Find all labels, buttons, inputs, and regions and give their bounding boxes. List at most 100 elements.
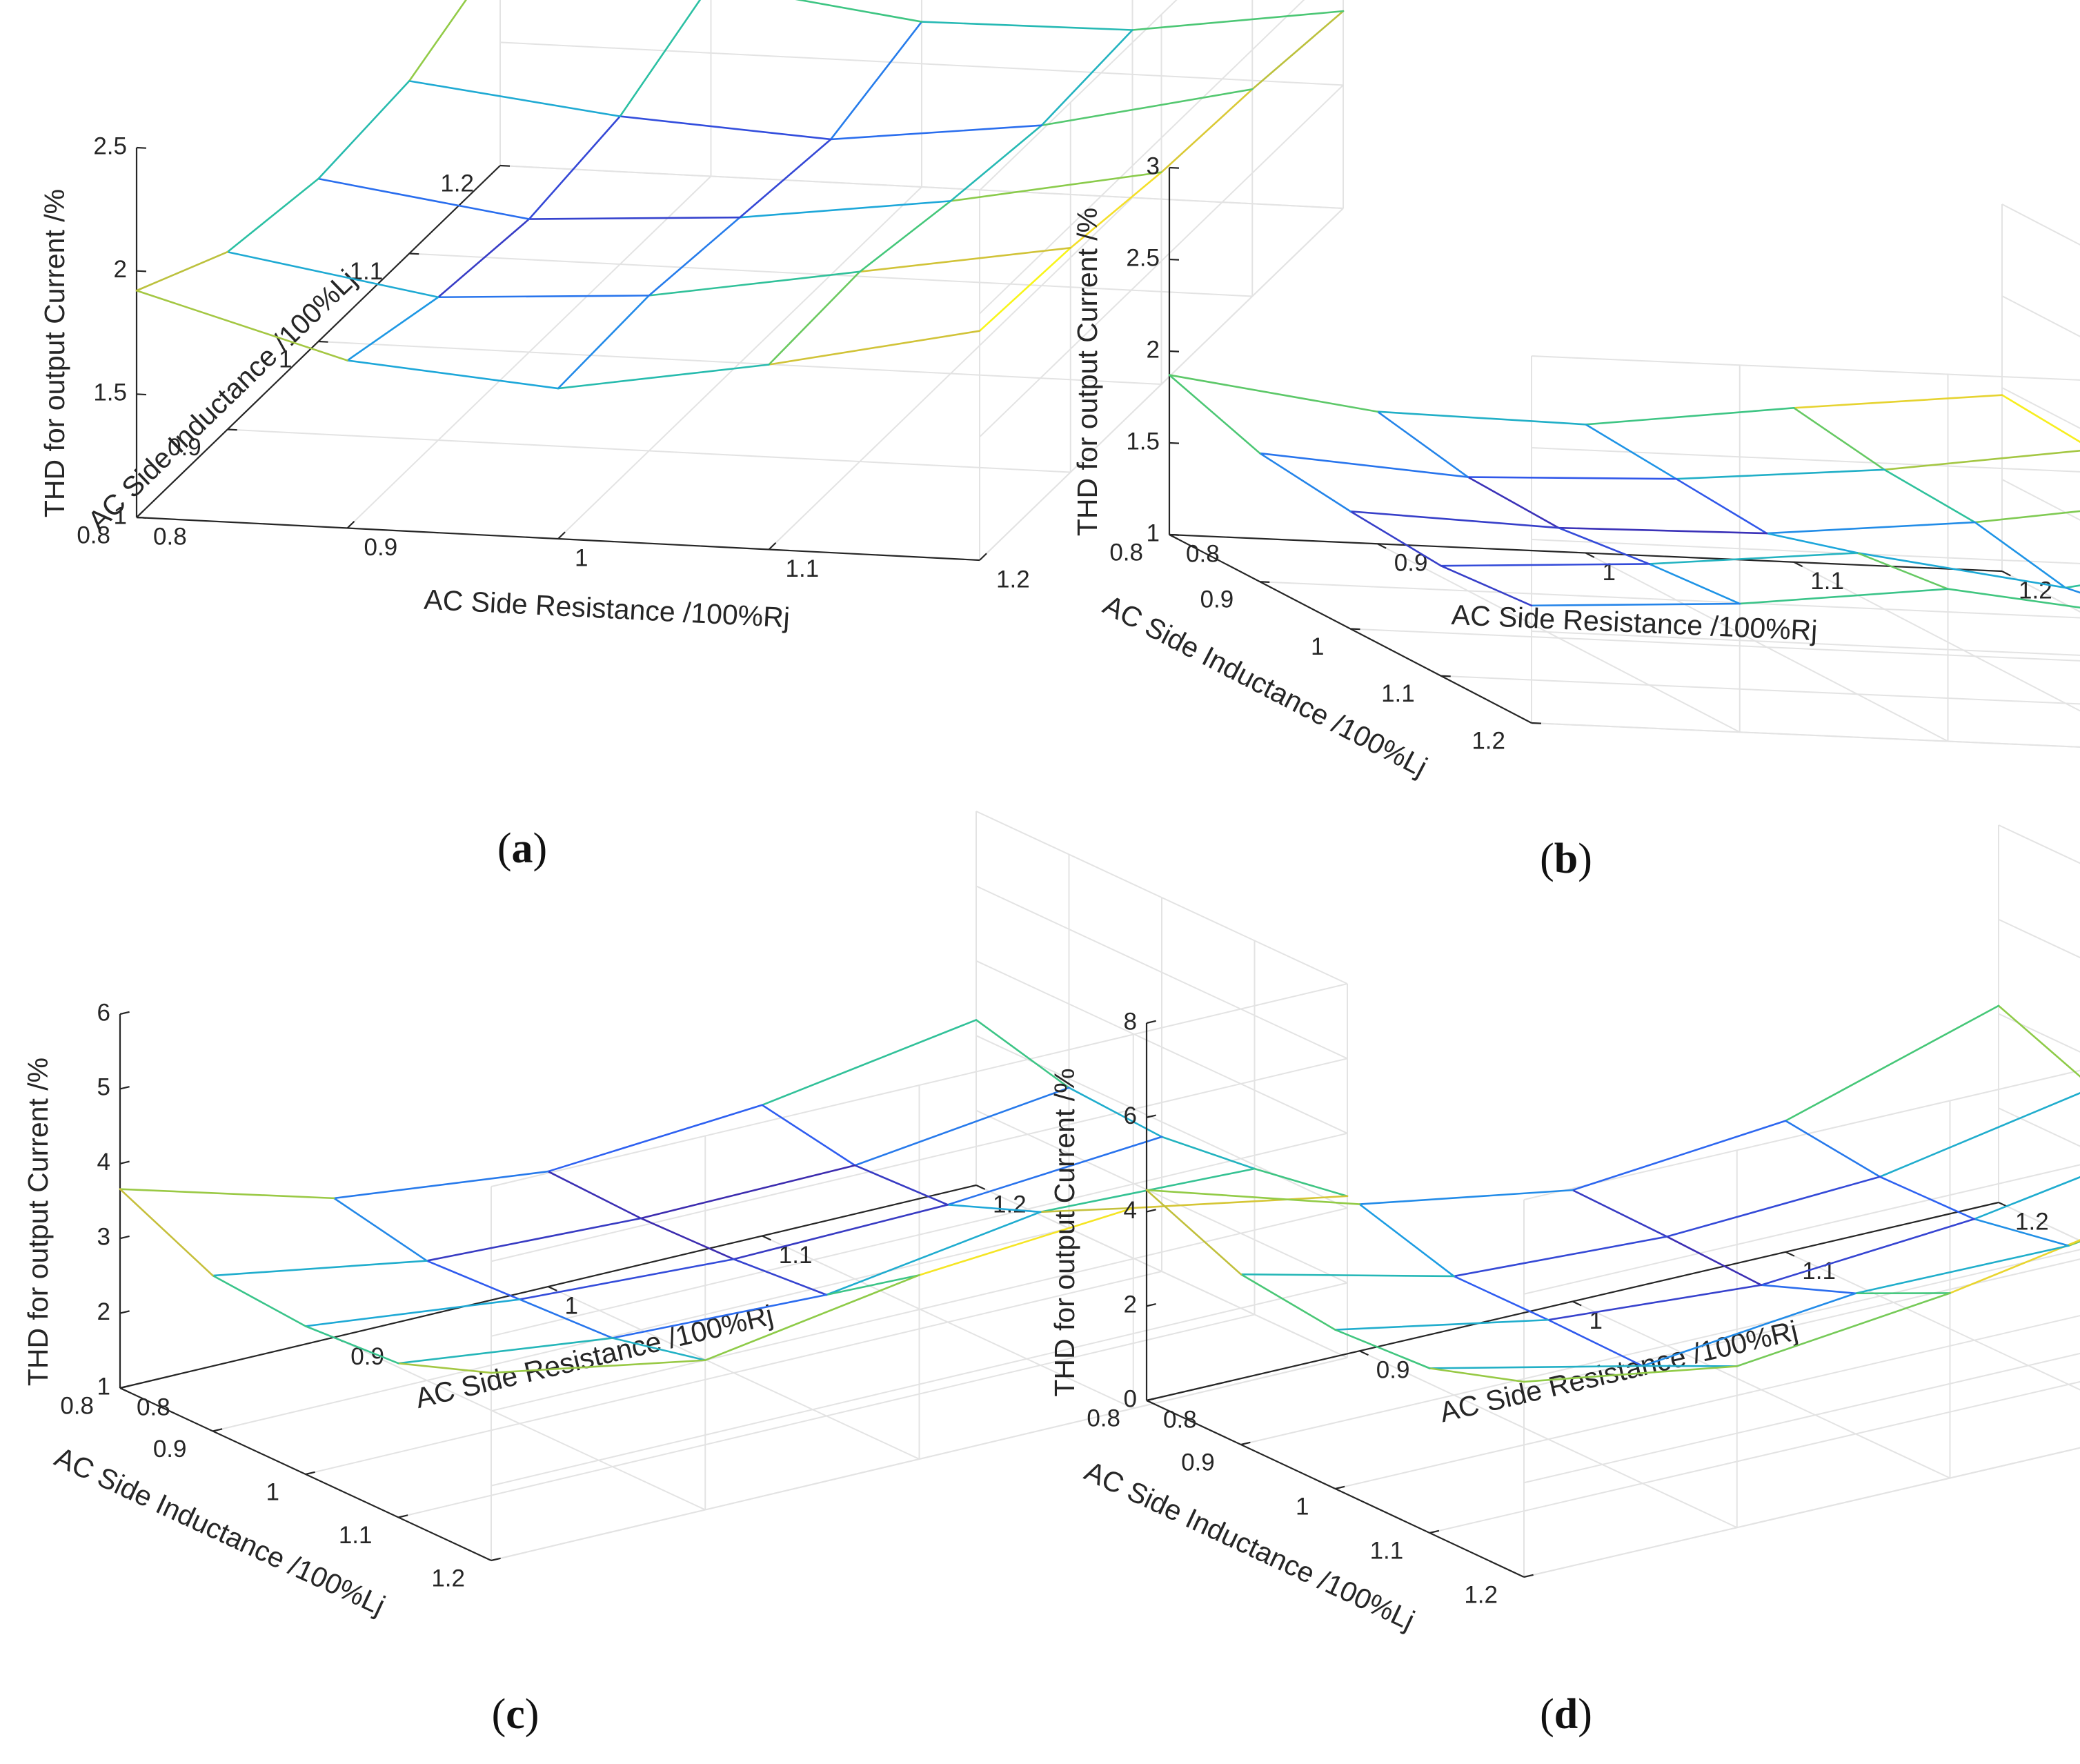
grid-line <box>1429 1380 2080 1534</box>
mesh-edge <box>490 1359 706 1374</box>
mesh-edge <box>1145 1189 1361 1205</box>
mesh-edge <box>795 0 923 23</box>
mesh-edge <box>1784 1120 1881 1178</box>
x-tick-mark <box>1240 1441 1251 1446</box>
mesh-edge <box>1883 449 2080 471</box>
y-tick-label: 1.2 <box>2015 1208 2049 1235</box>
x-tick-mark <box>398 1514 408 1518</box>
mesh-edge <box>611 1337 706 1361</box>
grid-line <box>1793 561 2080 712</box>
mesh-edge <box>1765 521 1977 535</box>
y-tick-label: 0.9 <box>1376 1357 1410 1384</box>
x-tick-mark <box>1440 675 1451 677</box>
x-tick-label: 0.9 <box>168 434 201 461</box>
mesh-edge <box>1376 410 1587 426</box>
z-tick-label: 2 <box>1147 336 1160 363</box>
y-tick-mark <box>136 510 144 518</box>
mesh-edge <box>829 124 1043 141</box>
y-tick-label: 0.8 <box>1163 1406 1197 1433</box>
mesh-edge <box>853 1164 949 1206</box>
x-tick-label: 1.1 <box>339 1522 373 1549</box>
x-tick-label: 1.1 <box>1370 1537 1404 1564</box>
z-axis-label: THD for output Current /% <box>22 1058 54 1386</box>
y-tick-mark <box>1146 1400 1156 1405</box>
grid-line <box>1335 1315 2080 1489</box>
mesh-edge <box>1349 510 1560 529</box>
grid-line <box>975 960 1348 1134</box>
y-axis-label: AC Side Resistance /100%Rj <box>1451 599 1818 646</box>
mesh-edge <box>1585 423 1678 480</box>
z-tick-mark <box>119 1235 130 1240</box>
mesh-edge <box>1530 602 1741 607</box>
mesh-edge <box>1760 1218 1976 1287</box>
grid-line <box>768 197 1133 551</box>
panel-caption-b: (b) <box>1540 835 1592 882</box>
mesh-edge <box>733 1258 828 1296</box>
mesh-edge <box>226 250 439 299</box>
mesh-edge <box>1523 1365 1739 1383</box>
mesh-edge <box>1879 1176 1976 1220</box>
mesh-edge <box>346 296 439 361</box>
z-tick-label: 4 <box>97 1149 110 1176</box>
grid-line <box>1998 1107 2080 1147</box>
mesh-edge <box>1428 1367 1525 1383</box>
mesh-edge <box>1453 1236 1668 1278</box>
y-tick-label: 0.8 <box>153 523 187 550</box>
panel-caption-c: (c) <box>492 1691 539 1738</box>
z-tick-label: 1 <box>1147 519 1160 546</box>
grid-line <box>1531 447 2080 473</box>
grid-line <box>975 1185 1348 1358</box>
grid-line <box>2001 295 2080 337</box>
mesh-edge <box>1467 476 1678 480</box>
mesh-edge <box>426 1217 642 1262</box>
mesh-edge <box>1168 374 1379 413</box>
mesh-edge <box>1997 1004 2080 1078</box>
mesh-edge <box>1334 1329 1431 1369</box>
grid-line <box>499 41 1344 86</box>
mesh-edge <box>1973 1176 2080 1220</box>
z-tick-mark <box>1169 258 1180 261</box>
panel-caption-a: (a) <box>497 825 547 872</box>
mesh-edge <box>333 1170 549 1200</box>
z-tick-mark <box>119 1310 130 1314</box>
x-tick-mark <box>491 1557 501 1562</box>
mesh-edge <box>2064 586 2080 594</box>
grid-line <box>1523 1258 2080 1389</box>
mesh-edge <box>518 1298 614 1339</box>
mesh-edge <box>768 330 981 366</box>
mesh-edge <box>1641 1292 1857 1367</box>
panel-caption-d: (d) <box>1540 1691 1592 1738</box>
z-tick-label: 8 <box>1124 1008 1137 1035</box>
mesh-edge <box>1428 1365 1644 1369</box>
mesh-edge <box>1883 468 1977 524</box>
y-tick-mark <box>1793 561 1803 568</box>
mesh-edge <box>640 1217 735 1260</box>
y-tick-mark <box>1377 543 1387 549</box>
mesh-edge <box>547 1104 764 1173</box>
mesh-edge <box>135 250 229 292</box>
z-tick-mark <box>119 1086 130 1090</box>
y-tick-label: 0.9 <box>1394 550 1428 577</box>
grid-line <box>979 208 1344 561</box>
mesh-edge <box>1572 1189 1668 1238</box>
mesh-edge <box>829 21 923 141</box>
grid-line <box>762 1235 1134 1409</box>
mesh-edge <box>547 1170 642 1220</box>
mesh-edge <box>648 216 741 297</box>
mesh-edge <box>1765 532 1859 554</box>
x-tick-label: 0.8 <box>77 522 110 548</box>
mesh-edge <box>1585 407 1795 426</box>
z-tick-mark <box>119 1160 130 1165</box>
grid-line <box>2001 571 2080 613</box>
z-tick-label: 3 <box>1147 152 1160 179</box>
grid-line <box>1998 918 2080 959</box>
y-tick-mark <box>1359 1350 1369 1356</box>
grid-line <box>1531 355 2080 381</box>
z-tick-label: 4 <box>1124 1197 1137 1224</box>
z-tick-mark <box>1146 1114 1156 1118</box>
mesh-edge <box>2064 584 2080 589</box>
mesh-edge <box>1879 1092 2080 1178</box>
mesh-edge <box>1334 1318 1549 1331</box>
x-tick-mark <box>1335 1485 1345 1490</box>
mesh-edge <box>1069 171 1162 249</box>
